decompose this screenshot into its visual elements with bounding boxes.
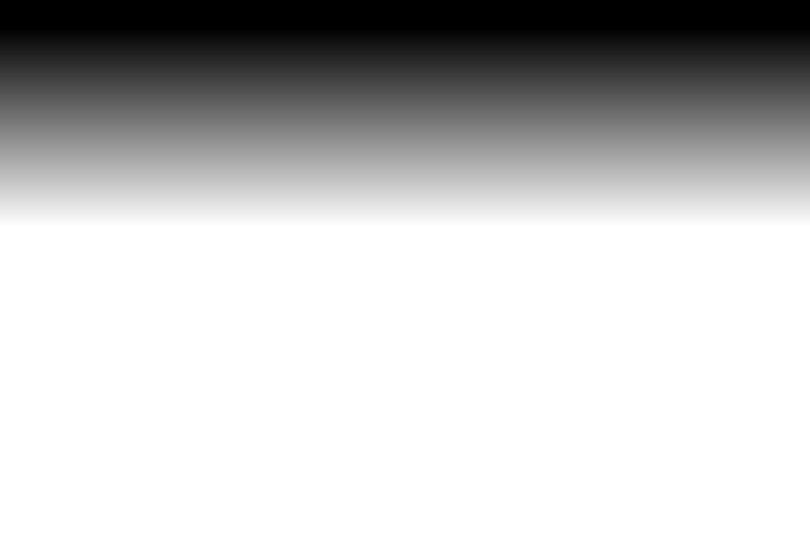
FancyBboxPatch shape [148,175,343,233]
Text: Master Cell Bank
(Seed Freeze): Master Cell Bank (Seed Freeze) [160,275,331,316]
Text: • Designated as oldest, most
original material: • Designated as oldest, most original ma… [437,202,686,235]
FancyBboxPatch shape [148,375,343,433]
Text: • Cross-compared against all
existing profiles at ATCC: • Cross-compared against all existing pr… [437,256,686,289]
Text: • Cross-compared against all
profiles of that cell line: • Cross-compared against all profiles of… [437,402,686,435]
Text: Depositor Material/
Token Freeze: Depositor Material/ Token Freeze [147,184,343,224]
FancyBboxPatch shape [424,167,694,337]
FancyBboxPatch shape [148,266,343,325]
Text: Working Cell Bank
(Distribution Freeze): Working Cell Bank (Distribution Freeze) [140,383,351,424]
Text: Profile Baseline: Profile Baseline [480,179,639,197]
Text: Cell Line Workflow and How It
Relates To the STR Analysis: Cell Line Workflow and How It Relates To… [181,77,650,140]
Text: Comparison Profiles: Comparison Profiles [458,379,661,397]
FancyBboxPatch shape [424,366,694,437]
